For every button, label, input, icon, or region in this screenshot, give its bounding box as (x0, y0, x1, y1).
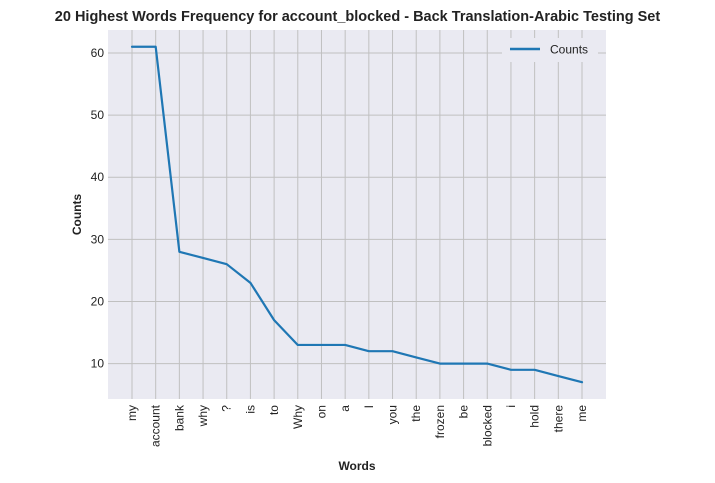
x-tick-label: hold (528, 405, 542, 428)
x-axis-label: Words (338, 459, 375, 473)
x-tick-label: why (196, 405, 210, 427)
x-tick-label: on (314, 405, 328, 418)
x-tick-label: bank (172, 404, 186, 431)
grid (108, 30, 606, 399)
legend: Counts (502, 38, 598, 62)
x-tick-label: you (386, 405, 400, 424)
x-tick-label: account (149, 404, 163, 447)
x-tick-label: is (243, 405, 257, 414)
x-tick-label: I (362, 405, 376, 408)
x-tick-label: blocked (480, 405, 494, 446)
series-layer (130, 45, 584, 384)
chart-title: 20 Highest Words Frequency for account_b… (55, 9, 661, 25)
x-tick-label: frozen (433, 405, 447, 438)
x-tick-label: to (267, 405, 281, 415)
x-tick-label: be (457, 405, 471, 419)
x-tick-label: a (338, 405, 352, 412)
y-tick-label: 30 (91, 232, 105, 246)
y-tick-label: 50 (91, 108, 105, 122)
x-tick-label: me (575, 405, 589, 422)
x-tick-label: Why (291, 405, 305, 429)
series-line-counts (130, 45, 584, 384)
y-axis-label: Counts (70, 194, 84, 236)
y-tick-label: 40 (91, 170, 105, 184)
x-tick-label: there (551, 405, 565, 433)
x-tick-label: i (504, 405, 518, 408)
y-tick-label: 10 (91, 357, 105, 371)
legend-label: Counts (550, 43, 588, 57)
x-tick-label: the (409, 405, 423, 422)
y-axis-ticks: 10 20 30 40 50 60 (91, 46, 105, 371)
x-tick-label: ? (220, 405, 234, 412)
y-tick-label: 20 (91, 294, 105, 308)
x-tick-label: my (125, 405, 139, 421)
plot-area (108, 30, 606, 399)
y-tick-label: 60 (91, 46, 105, 60)
